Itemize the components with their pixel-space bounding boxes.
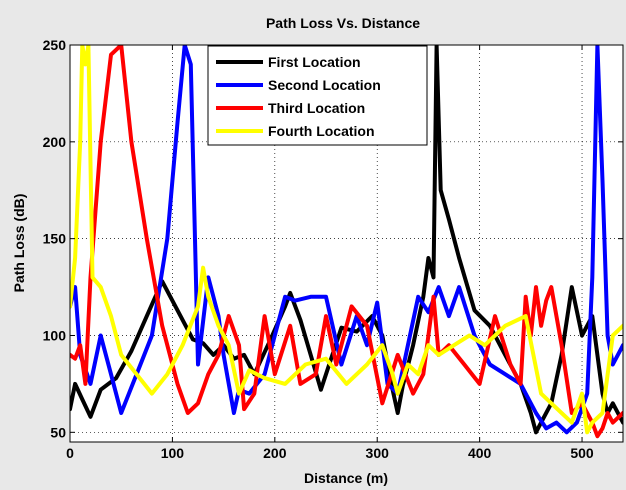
series-line-3 [70, 45, 623, 439]
series-layer [70, 45, 623, 439]
x-tick-label: 500 [570, 445, 594, 461]
x-tick-label: 200 [263, 445, 287, 461]
y-tick-label: 100 [43, 327, 67, 343]
legend-label-1: First Location [268, 54, 361, 70]
y-tick-label: 200 [43, 134, 67, 150]
series-line-4 [70, 45, 623, 435]
x-tick-label: 0 [66, 445, 74, 461]
legend: First Location Second Location Third Locat… [207, 45, 428, 146]
x-axis-label: Distance (m) [304, 470, 388, 486]
y-axis: 50 100 150 200 250 [43, 37, 623, 440]
x-axis: 0 100 200 300 400 500 [66, 45, 594, 461]
y-tick-label: 50 [50, 424, 66, 440]
x-tick-label: 100 [161, 445, 185, 461]
chart-title: Path Loss Vs. Distance [266, 15, 420, 31]
x-tick-label: 400 [468, 445, 492, 461]
y-tick-label: 250 [43, 37, 67, 53]
y-axis-label: Path Loss (dB) [11, 194, 27, 293]
plot-frame [69, 44, 624, 443]
legend-label-4: Fourth Location [268, 123, 375, 139]
legend-label-3: Third Location [268, 100, 365, 116]
legend-label-2: Second Location [268, 77, 381, 93]
x-tick-label: 300 [366, 445, 390, 461]
y-tick-label: 150 [43, 231, 67, 247]
series-line-2 [70, 45, 623, 435]
